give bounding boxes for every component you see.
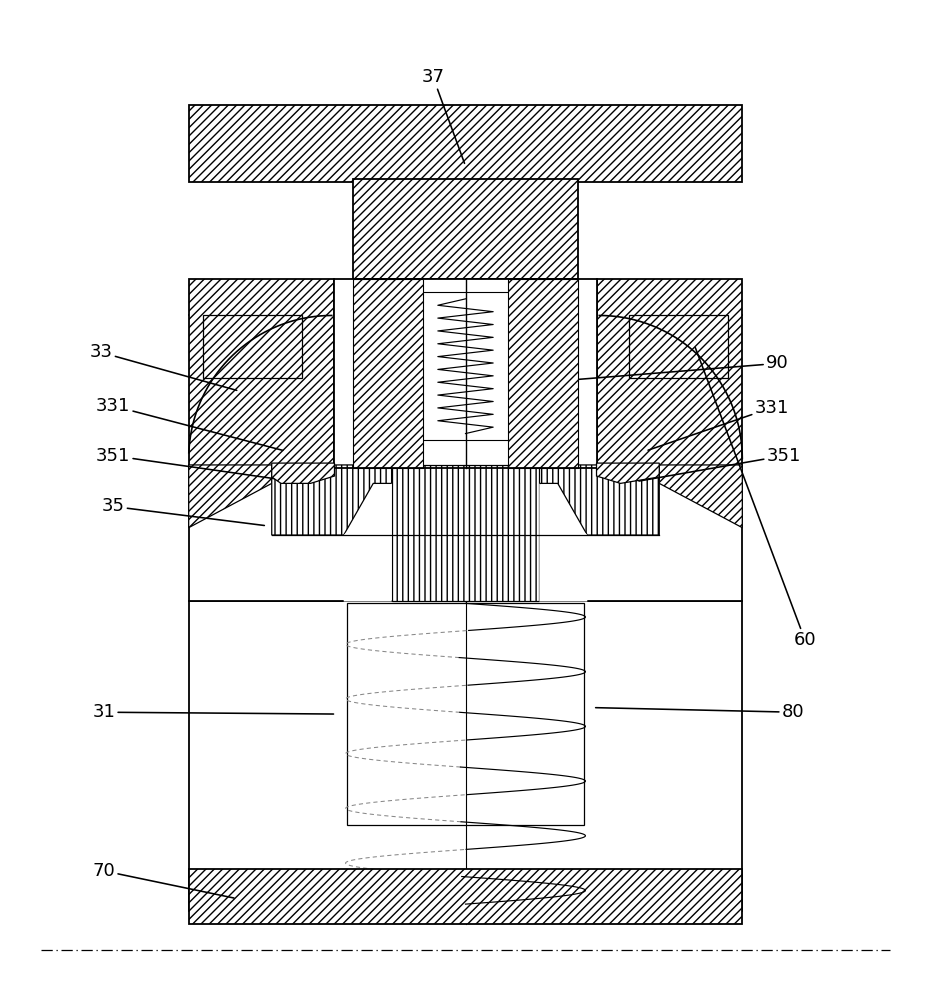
Bar xyxy=(334,279,597,468)
Bar xyxy=(189,465,742,601)
Polygon shape xyxy=(392,465,539,601)
Bar xyxy=(189,869,742,924)
Polygon shape xyxy=(659,465,742,528)
Polygon shape xyxy=(597,463,659,483)
Bar xyxy=(597,279,742,468)
Text: 31: 31 xyxy=(92,703,333,721)
Text: 351: 351 xyxy=(96,447,292,481)
Polygon shape xyxy=(272,463,334,483)
Bar xyxy=(347,603,584,825)
Text: 90: 90 xyxy=(457,354,789,389)
Text: 80: 80 xyxy=(596,703,804,721)
Text: 33: 33 xyxy=(89,343,236,390)
Polygon shape xyxy=(539,483,587,601)
Text: 70: 70 xyxy=(92,862,234,898)
Bar xyxy=(203,315,303,378)
Polygon shape xyxy=(272,465,392,535)
Bar xyxy=(189,601,742,911)
Text: 351: 351 xyxy=(639,447,801,481)
Text: 60: 60 xyxy=(695,348,816,649)
Bar xyxy=(189,279,334,468)
Bar xyxy=(189,105,742,182)
Bar xyxy=(628,315,728,378)
Bar xyxy=(353,179,578,279)
Text: 35: 35 xyxy=(101,497,264,525)
Bar xyxy=(353,279,423,468)
Polygon shape xyxy=(344,483,392,601)
Polygon shape xyxy=(189,465,272,528)
Text: 331: 331 xyxy=(648,399,789,450)
Polygon shape xyxy=(539,465,659,535)
Text: 37: 37 xyxy=(422,68,465,163)
Text: 331: 331 xyxy=(96,397,283,450)
Bar xyxy=(398,292,533,440)
Bar xyxy=(508,279,578,468)
